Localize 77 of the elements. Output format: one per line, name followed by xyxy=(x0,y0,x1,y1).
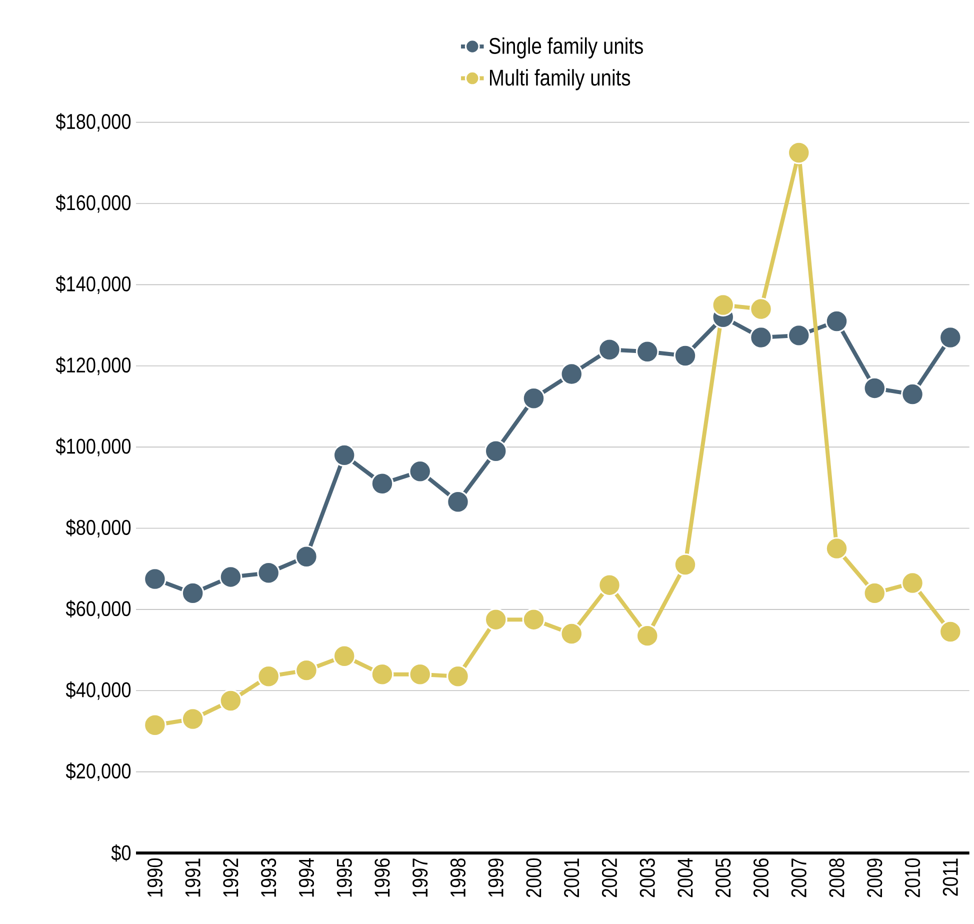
x-tick-label: 2001 xyxy=(564,858,580,898)
point xyxy=(181,708,204,730)
point xyxy=(294,658,318,682)
point xyxy=(901,572,924,595)
x-tick-label: 2011 xyxy=(942,858,958,896)
x-tick-label: 1990 xyxy=(147,858,162,897)
point xyxy=(863,582,886,605)
y-tick-label: $160,000 xyxy=(56,194,131,213)
point xyxy=(938,620,962,644)
x-tick-label: 2010 xyxy=(904,858,920,898)
point xyxy=(750,298,772,321)
point xyxy=(370,472,394,496)
point xyxy=(484,440,508,463)
y-tick-label: $60,000 xyxy=(66,600,131,619)
x-tick-label: 1992 xyxy=(223,858,238,897)
point xyxy=(938,326,962,349)
y-tick-label: $140,000 xyxy=(56,275,131,294)
x-tick-label: 1994 xyxy=(298,858,314,897)
y-tick-label: $20,000 xyxy=(66,762,131,782)
point xyxy=(332,444,356,467)
point xyxy=(294,545,318,568)
point xyxy=(674,344,697,368)
point xyxy=(143,568,166,590)
point xyxy=(219,565,242,588)
point xyxy=(825,537,848,560)
point xyxy=(522,386,546,410)
point xyxy=(484,608,508,632)
y-tick-label: $0 xyxy=(111,844,131,862)
x-tick-label: 1993 xyxy=(261,858,276,897)
point xyxy=(143,714,166,737)
x-tick-label: 2003 xyxy=(640,858,655,898)
x-tick-label: 1999 xyxy=(488,858,504,897)
point xyxy=(825,310,848,333)
point xyxy=(863,376,886,400)
point xyxy=(257,561,280,584)
point xyxy=(712,294,735,316)
x-tick-label: 2007 xyxy=(791,858,806,898)
x-tick-label: 1991 xyxy=(185,858,200,897)
point xyxy=(181,582,204,605)
legend-label: Single family units xyxy=(489,37,643,58)
point xyxy=(522,608,546,632)
point xyxy=(787,141,810,164)
x-tick-label: 1998 xyxy=(450,858,466,897)
x-tick-label: 2005 xyxy=(716,858,731,898)
x-tick-label: 2004 xyxy=(678,858,693,898)
y-tick-label: $180,000 xyxy=(56,113,131,132)
point xyxy=(257,664,280,688)
y-tick-label: $120,000 xyxy=(56,356,131,376)
point xyxy=(408,460,432,483)
point xyxy=(560,362,584,386)
x-tick-label: 2009 xyxy=(867,858,882,898)
point xyxy=(560,622,584,646)
x-tick-label: 2002 xyxy=(602,858,618,898)
x-tick-label: 1995 xyxy=(336,858,352,897)
legend-label: Multi family units xyxy=(490,69,630,90)
point xyxy=(901,382,924,406)
point xyxy=(750,326,772,349)
y-tick-label: $100,000 xyxy=(56,438,131,456)
point xyxy=(636,624,659,648)
point xyxy=(219,689,242,712)
point xyxy=(787,324,810,347)
point xyxy=(408,662,432,686)
point xyxy=(446,490,470,514)
x-tick-label: 1997 xyxy=(412,858,428,897)
point xyxy=(598,338,621,362)
x-tick-label: 1996 xyxy=(374,858,390,897)
point xyxy=(370,662,394,686)
point xyxy=(636,340,659,364)
point xyxy=(674,553,697,576)
x-tick-label: 2006 xyxy=(753,858,769,898)
y-tick-label: $80,000 xyxy=(66,518,131,538)
x-tick-label: 2008 xyxy=(829,858,844,898)
point xyxy=(598,574,621,597)
point xyxy=(446,664,470,688)
y-tick-label: $40,000 xyxy=(66,681,131,700)
point xyxy=(332,644,356,668)
x-tick-label: 2000 xyxy=(526,858,542,898)
